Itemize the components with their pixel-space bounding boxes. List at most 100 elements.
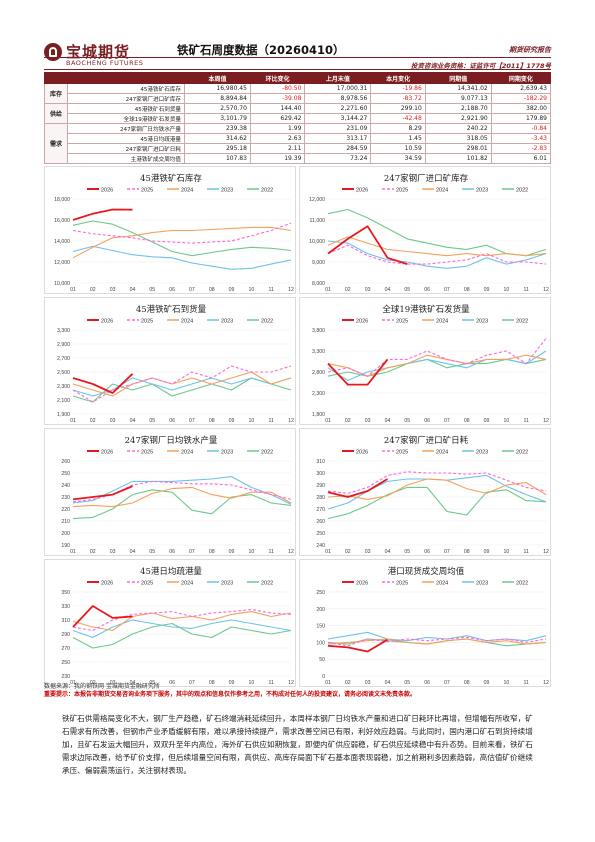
y-tick-label: 270: [61, 646, 70, 652]
x-tick-label: 06: [169, 418, 175, 424]
series-line-2023: [72, 476, 292, 505]
x-tick-label: 03: [365, 418, 371, 424]
table-header: 同期变化: [490, 72, 552, 84]
table-cell: 2,188.70: [424, 103, 492, 114]
y-tick-label: 190: [61, 543, 70, 549]
table-row: 需求 247家钢厂日均铁水产量 239.38 1.99 231.09 8.29 240.22…: [44, 123, 552, 164]
x-tick-label: 02: [345, 680, 351, 686]
row-label: 全球19港铁矿石发货量: [67, 113, 185, 124]
charts-grid: 45港铁矿石库存 2026 2025 2024 2023 2022 18,000 16,000…: [44, 166, 551, 690]
table-row: 45港日均疏港量 314.62 2.63 313.17 1.45 318.05 -3.43: [45, 133, 552, 144]
group-label: 库存: [44, 83, 68, 104]
x-tick-label: 02: [90, 287, 96, 293]
y-tick-label: 2,700: [57, 356, 70, 362]
row-label: 45港铁矿石到货量: [67, 103, 185, 114]
series-line-2026: [72, 373, 134, 394]
x-tick-label: 01: [325, 549, 331, 555]
x-tick-label: 08: [209, 418, 215, 424]
y-tick-label: 2,300: [312, 391, 325, 397]
chart-title: 247家钢厂进口矿日耗: [384, 435, 469, 446]
x-tick-label: 07: [444, 549, 450, 555]
license-text: 投资咨询业务资格：证监许可【2011】1778号: [410, 62, 551, 70]
y-tick-label: 200: [316, 607, 325, 613]
x-tick-label: 02: [345, 287, 351, 293]
x-tick-label: 07: [189, 549, 195, 555]
legend-label: 2022: [261, 450, 273, 456]
y-tick-label: 2,100: [57, 398, 70, 404]
x-tick-label: 12: [543, 287, 549, 293]
y-tick-label: 330: [61, 604, 70, 610]
row-label: 247家钢厂进口矿库存: [67, 93, 185, 104]
x-tick-label: 09: [484, 549, 490, 555]
x-tick-label: 07: [444, 287, 450, 293]
x-tick-label: 11: [268, 418, 273, 424]
row-label: 45港铁矿石库存: [67, 83, 185, 94]
table-cell: 3,144.27: [304, 113, 372, 124]
row-label: 247家钢厂日均铁水产量: [67, 123, 185, 134]
legend-label: 2024: [436, 450, 448, 456]
legend-label: 2023: [476, 188, 488, 194]
legend-label: 2026: [356, 581, 368, 587]
y-tick-label: 250: [316, 531, 325, 537]
chart-svg: 247家钢厂进口矿库存 2026 2025 2024 2023 2022 12,000 11,…: [309, 173, 549, 293]
table-cell: 284.59: [304, 143, 372, 154]
x-tick-label: 03: [365, 549, 371, 555]
table-header: 本周值: [184, 72, 251, 84]
chart-panel: 45港日均疏港量 2026 2025 2024 2023 2022 350 330 310 290…: [44, 559, 296, 687]
legend-label: 2022: [516, 581, 528, 587]
chart-title: 全球19港铁矿石发货量: [382, 304, 470, 315]
header-divider-2: [44, 69, 551, 70]
x-tick-label: 05: [149, 549, 155, 555]
table-cell: 8,978.56: [304, 93, 372, 104]
table-header: 上月末值: [304, 72, 372, 84]
y-tick-label: 250: [61, 660, 70, 666]
y-tick-label: 230: [61, 495, 70, 501]
series-line-2024: [72, 371, 292, 397]
table-cell: -42.48: [370, 113, 426, 124]
y-tick-label: 8,000: [312, 281, 325, 287]
y-tick-label: 1,800: [312, 412, 325, 418]
legend-label: 2025: [396, 188, 408, 194]
chart-title: 247家钢厂进口矿库存: [384, 173, 469, 184]
x-tick-label: 07: [444, 680, 450, 686]
x-tick-label: 12: [288, 680, 294, 686]
series-line-2022: [327, 486, 547, 520]
x-tick-label: 03: [365, 287, 371, 293]
chart-svg: 全球19港铁矿石发货量 2026 2025 2024 2023 2022 3,800 3,30…: [312, 304, 549, 424]
table-row: 库存 45港铁矿石库存 16,980.45 -80.50 17,000.31 -19.86…: [44, 83, 552, 104]
x-tick-label: 02: [345, 549, 351, 555]
legend-label: 2022: [261, 581, 273, 587]
important-notice: 重要提示：本报告非期货交易咨询业务项下服务，其中的观点和信息仅作参考之用，不构成…: [44, 691, 417, 698]
x-tick-label: 06: [169, 549, 175, 555]
y-tick-label: 2,800: [312, 370, 325, 376]
series-line-2026: [72, 485, 133, 501]
legend-label: 2022: [516, 450, 528, 456]
chart-title: 45港日均疏港量: [140, 566, 202, 577]
x-tick-label: 02: [345, 418, 351, 424]
x-tick-label: 01: [70, 680, 76, 686]
x-tick-label: 04: [385, 418, 391, 424]
document-type: 期货研究报告: [509, 46, 551, 54]
series-line-2026: [72, 605, 133, 628]
table-header: [44, 72, 68, 84]
x-tick-label: 02: [90, 680, 96, 686]
row-label: 45港日均疏港量: [67, 133, 185, 144]
table-cell: 629.42: [249, 113, 306, 124]
y-tick-label: 50: [319, 657, 325, 663]
y-tick-label: 310: [61, 618, 70, 624]
y-tick-label: 9,000: [312, 260, 325, 266]
table-cell: 239.38: [184, 123, 251, 134]
series-line-2025: [327, 471, 547, 494]
legend-label: 2024: [181, 319, 193, 325]
series-line-2024: [327, 638, 547, 645]
table-row: 247家钢厂进口矿日耗 295.18 2.11 284.59 10.59 298.01 -2…: [45, 143, 552, 154]
table-row: 全球19港铁矿石发货量 3,101.79 629.42 3,144.27 -42.48 2…: [45, 113, 552, 124]
table-cell: -80.50: [249, 83, 306, 94]
x-tick-label: 09: [229, 680, 235, 686]
x-tick-label: 09: [229, 287, 235, 293]
y-tick-label: 210: [61, 519, 70, 525]
series-line-2025: [327, 636, 547, 647]
chart-panel: 45港铁矿石库存 2026 2025 2024 2023 2022 18,000 16,000…: [44, 166, 296, 294]
x-tick-label: 06: [424, 549, 430, 555]
x-tick-label: 09: [484, 287, 490, 293]
